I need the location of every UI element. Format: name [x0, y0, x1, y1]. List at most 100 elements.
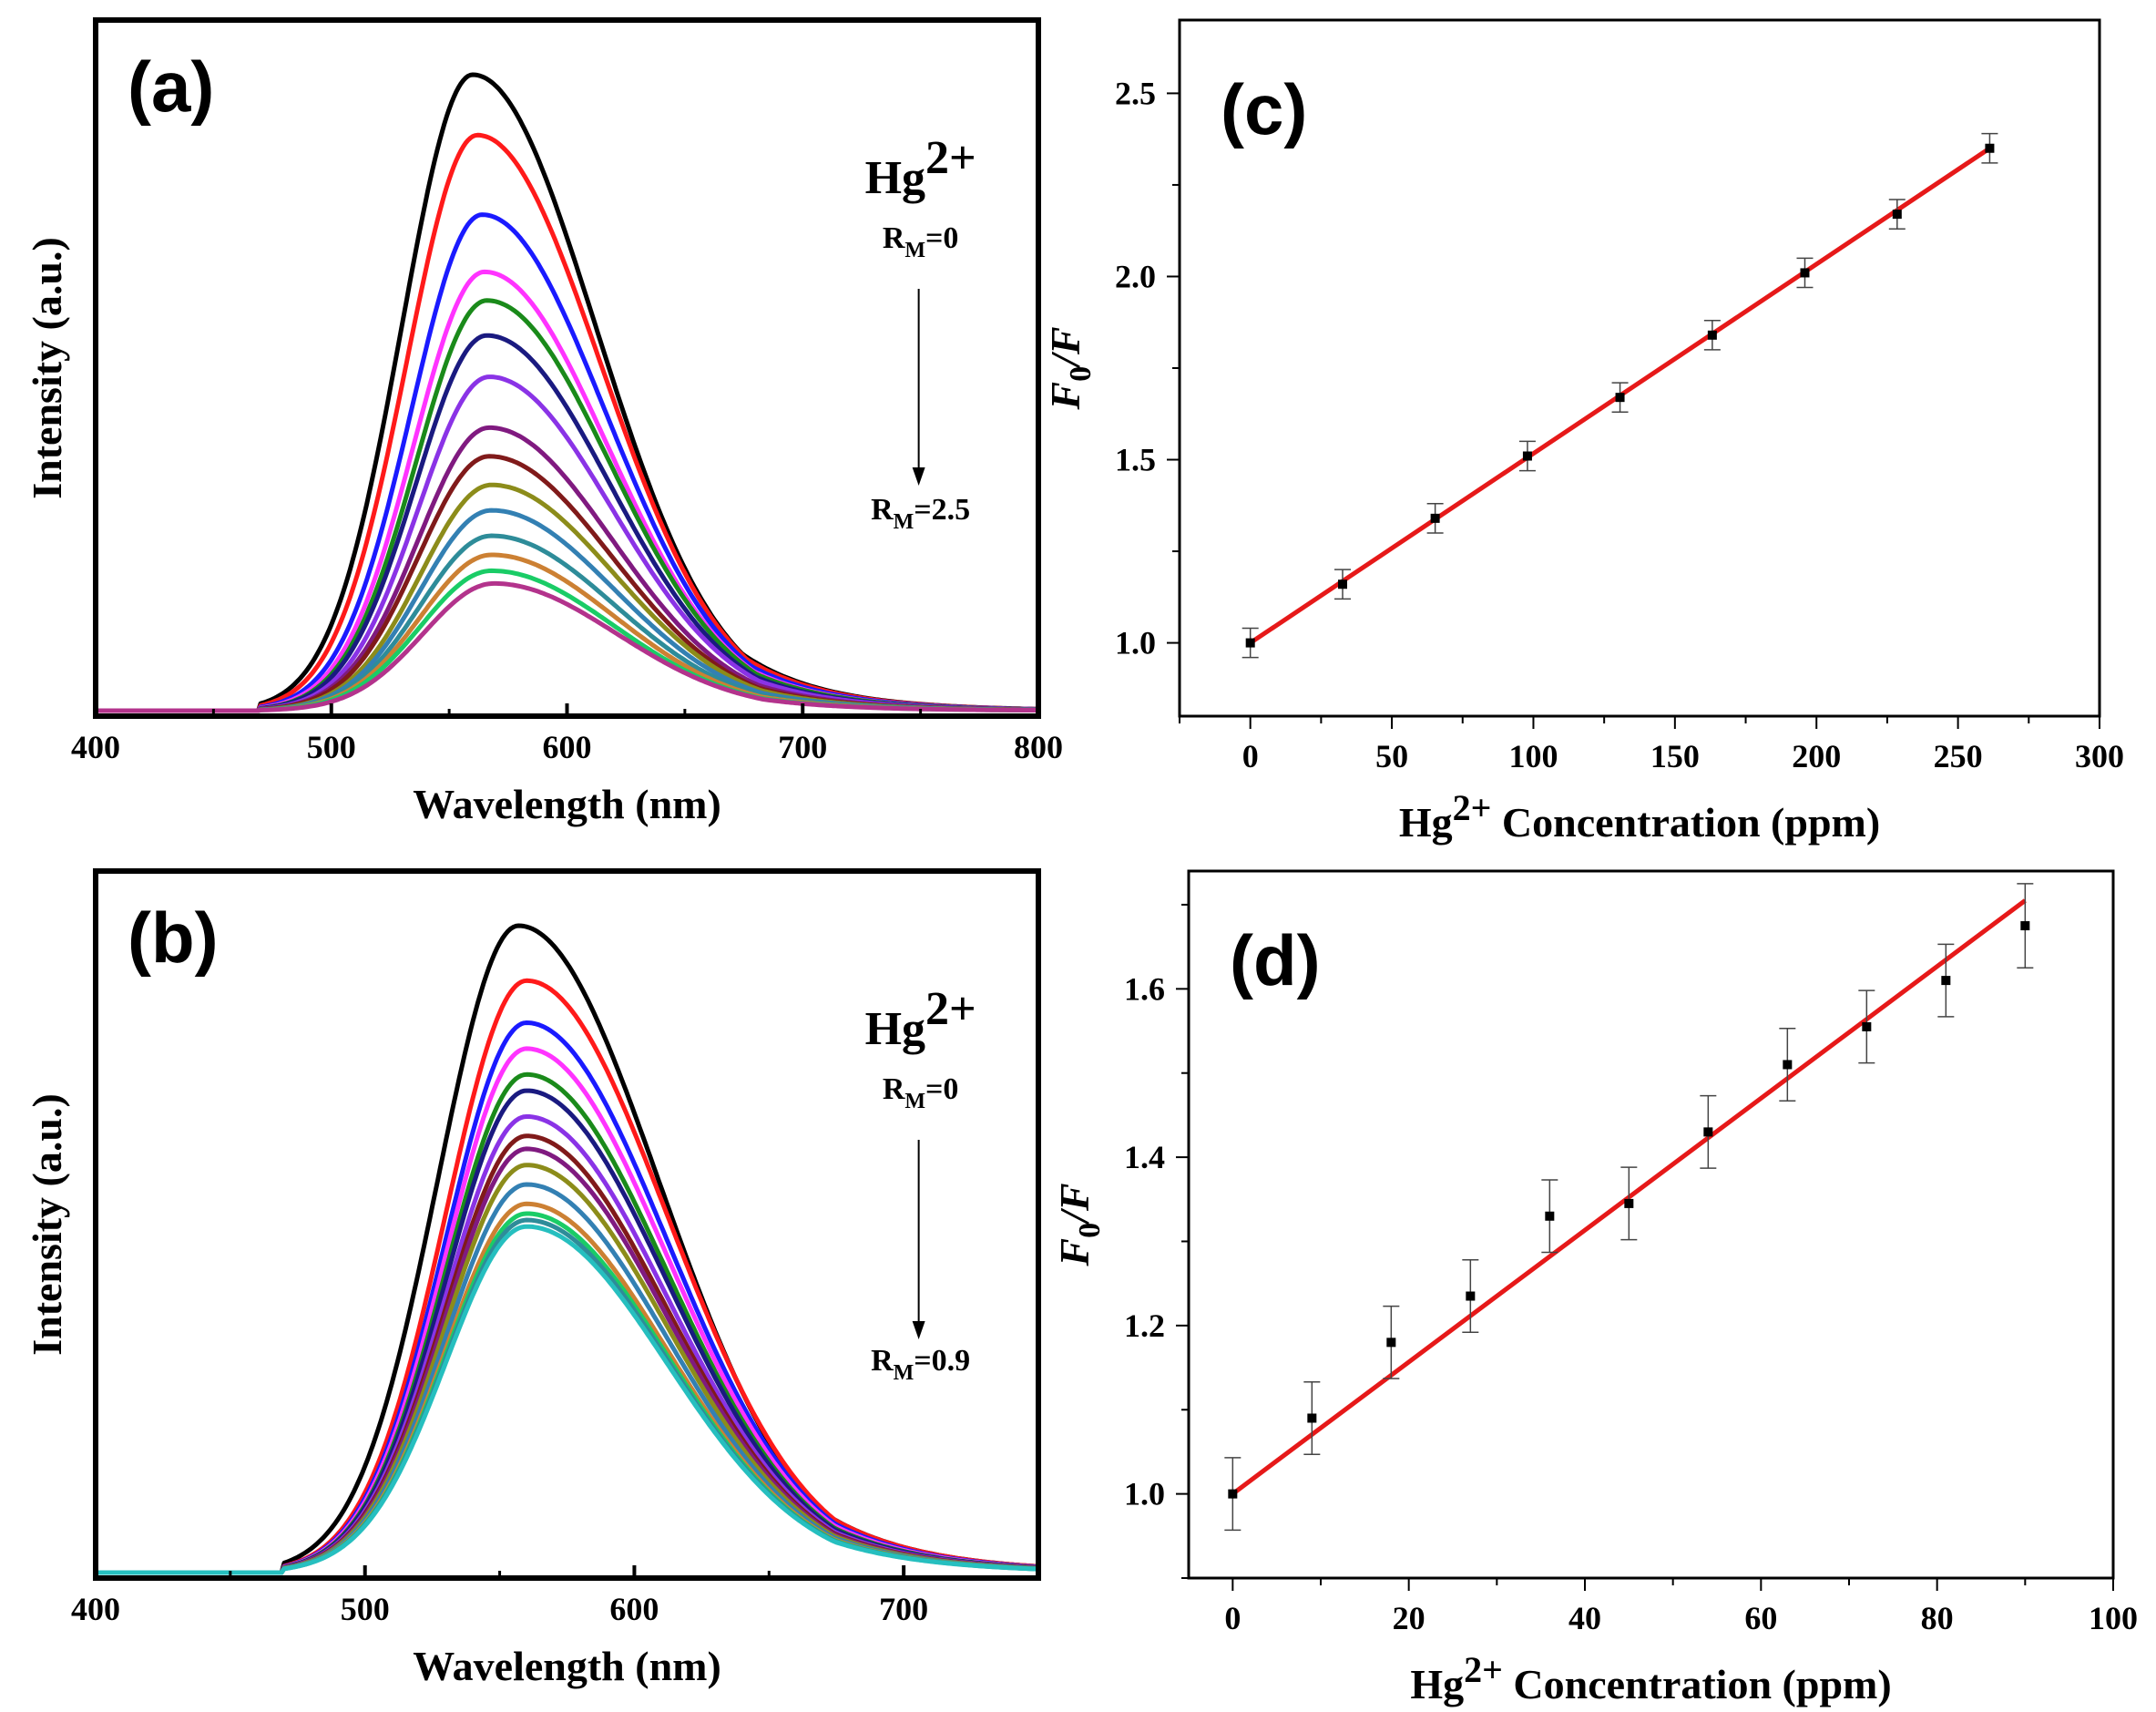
d-panel-label: (d) — [1230, 920, 1321, 1000]
a-start-ratio-value: =0 — [925, 221, 958, 255]
b-series-line-4 — [96, 1046, 1039, 1575]
d-data-point-10 — [1941, 976, 1951, 986]
c-data-point-9 — [1985, 143, 1995, 153]
b-ion-symbol: Hg — [865, 1003, 925, 1055]
c-data-point-8 — [1892, 210, 1902, 220]
a-end-ratio-label: RM=2.5 — [871, 493, 970, 534]
c-data-point-4 — [1522, 451, 1532, 461]
d-data-point-2 — [1307, 1413, 1317, 1423]
a-series-line-11 — [96, 507, 1038, 713]
c-plot-frame — [1178, 18, 2101, 718]
c-x-tick-label-250: 250 — [1934, 738, 1983, 774]
d-data-point-1 — [1228, 1489, 1238, 1499]
b-start-ratio-symbol: R — [883, 1072, 905, 1106]
c-x-tick-label-50: 50 — [1375, 738, 1408, 774]
c-x-axis-label-ion: Hg — [1399, 799, 1453, 846]
b-start-ratio-label: RM=0 — [883, 1072, 959, 1113]
a-ion-symbol: Hg — [865, 152, 925, 204]
a-series-line-12 — [96, 533, 1038, 713]
a-series-line-8 — [96, 425, 1039, 713]
d-x-axis-label-ion: Hg — [1410, 1661, 1464, 1707]
b-end-ratio-sub: M — [894, 1361, 915, 1385]
c-x-axis-label-charge: 2+ — [1453, 787, 1492, 828]
a-panel-label: (a) — [128, 46, 214, 127]
d-x-axis-label: Hg2+ Concentration (ppm) — [1410, 1649, 1891, 1707]
d-data-point-7 — [1703, 1127, 1713, 1137]
b-end-ratio-value: =0.9 — [914, 1344, 970, 1378]
a-plot-frame — [93, 17, 1041, 719]
c-data-point-7 — [1800, 268, 1810, 278]
d-y-tick-label-3: 1.6 — [1124, 970, 1165, 1007]
c-data-point-5 — [1615, 393, 1625, 403]
d-x-axis-label-charge: 2+ — [1464, 1649, 1503, 1690]
a-series-line-4 — [96, 269, 1038, 713]
c-y-tick-label-3: 2.5 — [1115, 75, 1156, 111]
b-plot-frame — [93, 868, 1041, 1581]
d-data-point-8 — [1783, 1060, 1793, 1070]
b-series-line-12 — [96, 1201, 1039, 1575]
a-start-ratio-sub: M — [904, 239, 925, 262]
d-data-point-4 — [1466, 1291, 1476, 1301]
b-x-axis-label: Wavelength (nm) — [413, 1643, 721, 1689]
b-series-line-14 — [96, 1217, 1039, 1575]
c-data-point-3 — [1430, 513, 1440, 523]
d-y-tick-label-2: 1.4 — [1124, 1139, 1165, 1175]
b-start-ratio-value: =0 — [925, 1072, 958, 1106]
c-x-tick-label-300: 300 — [2075, 738, 2124, 774]
a-end-ratio-value: =2.5 — [914, 493, 970, 527]
d-y-tick-label-1: 1.2 — [1124, 1307, 1165, 1344]
d-y-axis-label: F0/F — [1051, 1183, 1107, 1266]
c-y-axis-label: F0/F — [1042, 326, 1098, 410]
a-chart: 400 500 600 700 800 Wavelength (nm) Intensity … — [24, 17, 1063, 827]
d-data-point-3 — [1386, 1338, 1396, 1348]
a-arrow-head — [912, 467, 925, 486]
a-y-axis-label: Intensity (a.u.) — [24, 237, 70, 499]
c-x-tick-label-100: 100 — [1508, 738, 1558, 774]
c-data-point-6 — [1707, 330, 1717, 340]
a-x-tick-label-400: 400 — [71, 729, 120, 765]
a-series-line-13 — [96, 552, 1038, 713]
c-y-tick-label-0: 1.0 — [1115, 625, 1156, 661]
d-x-axis-label-rest: Concentration (ppm) — [1503, 1661, 1892, 1707]
b-x-tick-label-600: 600 — [609, 1591, 659, 1627]
d-x-tick-label-40: 40 — [1568, 1600, 1601, 1636]
b-series-line-7 — [96, 1114, 1039, 1575]
b-arrow-head — [912, 1321, 925, 1339]
a-x-tick-label-500: 500 — [307, 729, 356, 765]
d-x-tick-label-100: 100 — [2089, 1600, 2138, 1636]
a-end-ratio-symbol: R — [871, 493, 894, 527]
d-x-tick-label-20: 20 — [1393, 1600, 1425, 1636]
d-x-tick-label-0: 0 — [1224, 1600, 1241, 1636]
b-x-tick-label-400: 400 — [71, 1591, 120, 1627]
c-data-point-1 — [1245, 638, 1255, 648]
a-start-ratio-symbol: R — [883, 221, 905, 255]
b-series-line-6 — [96, 1088, 1039, 1575]
c-y-axis-label-rest: /F — [1042, 326, 1088, 368]
b-ion-label: Hg2+ — [865, 983, 976, 1055]
d-data-point-11 — [2020, 921, 2030, 931]
c-x-tick-label-0: 0 — [1242, 738, 1259, 774]
c-y-axis-label-sub: 0 — [1064, 366, 1098, 382]
c-data-point-2 — [1338, 579, 1348, 589]
a-x-tick-label-700: 700 — [778, 729, 827, 765]
d-x-tick-label-80: 80 — [1921, 1600, 1954, 1636]
d-y-axis-label-sub: 0 — [1073, 1223, 1107, 1238]
d-chart: 0 20 40 60 80 100 1.0 1.2 1.4 1.6 Hg2+ Concentrati… — [1051, 869, 2138, 1707]
c-x-axis-label-rest: Concentration (ppm) — [1491, 799, 1880, 846]
a-series-line-15 — [96, 580, 1039, 713]
b-series-line-5 — [96, 1071, 1039, 1575]
a-ion-label: Hg2+ — [865, 132, 976, 204]
a-end-ratio-sub: M — [894, 510, 915, 534]
d-data-point-5 — [1545, 1211, 1555, 1221]
d-data-point-6 — [1624, 1198, 1634, 1208]
b-series-line-15 — [96, 1224, 1039, 1575]
b-chart: 400 500 600 700 Wavelength (nm) Intensity (a.… — [24, 868, 1041, 1689]
c-y-axis-label-main: F — [1042, 382, 1088, 411]
d-x-tick-label-60: 60 — [1744, 1600, 1777, 1636]
a-ion-charge: 2+ — [925, 132, 976, 184]
c-y-tick-label-1: 1.5 — [1115, 442, 1156, 478]
b-end-ratio-symbol: R — [871, 1344, 894, 1378]
b-x-tick-label-700: 700 — [879, 1591, 928, 1627]
b-ion-charge: 2+ — [925, 983, 976, 1035]
